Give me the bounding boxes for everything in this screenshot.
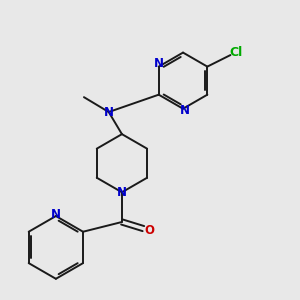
- Text: O: O: [144, 224, 154, 237]
- Text: N: N: [104, 106, 114, 118]
- Text: Cl: Cl: [230, 46, 243, 59]
- Text: N: N: [51, 208, 61, 220]
- Text: N: N: [180, 104, 190, 117]
- Text: N: N: [117, 186, 127, 199]
- Text: N: N: [154, 58, 164, 70]
